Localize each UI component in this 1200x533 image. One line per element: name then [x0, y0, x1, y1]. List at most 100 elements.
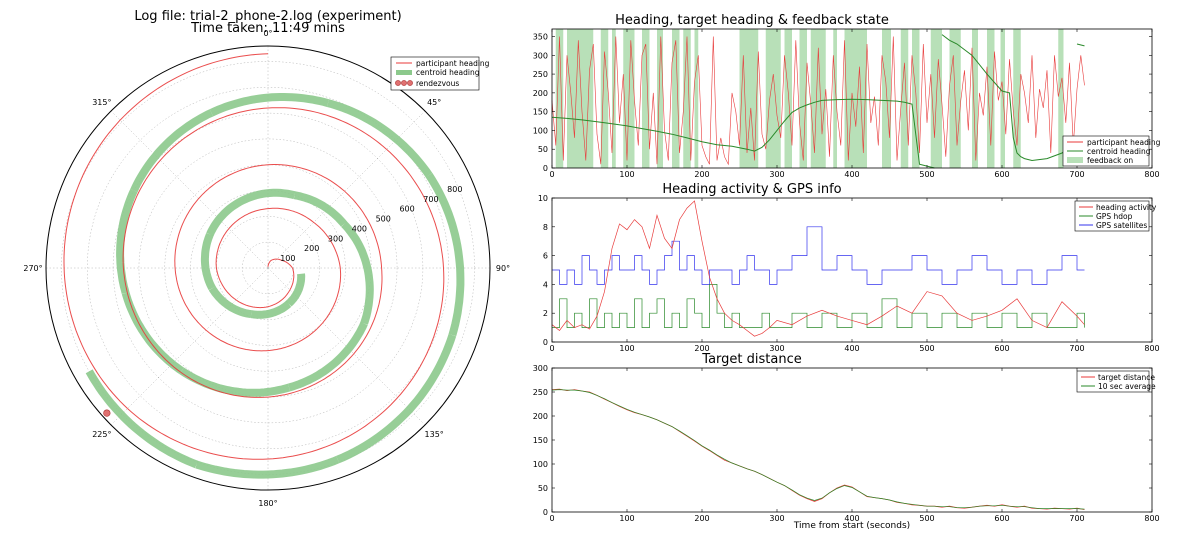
participant-heading-segment [235, 299, 269, 309]
centroid-heading-segment [195, 455, 340, 479]
y-tick-label: 200 [533, 412, 548, 421]
participant-heading-segment [215, 228, 230, 269]
participant-heading-segment [174, 267, 207, 331]
centroid-heading-segment [209, 93, 330, 117]
legend-label-gps-satellites: GPS satellites [1096, 221, 1147, 230]
y-tick-label: 200 [533, 89, 548, 98]
polar-radial-label: 100 [280, 254, 295, 263]
x-tick-label: 400 [844, 170, 859, 179]
y-tick-label: 0 [543, 508, 548, 517]
y-tick-label: 300 [533, 51, 548, 60]
legend-label-gps-hdop: GPS hdop [1096, 212, 1133, 221]
legend-label-heading-activity: heading activity [1096, 203, 1157, 212]
distance-xlabel: Time from start (seconds) [793, 521, 910, 531]
participant-heading-segment [119, 53, 269, 121]
y-tick-label: 250 [533, 388, 548, 397]
y-tick-label: 100 [533, 126, 548, 135]
participant-heading-segment [267, 322, 324, 352]
polar-frame [45, 45, 491, 491]
legend-label-feedback-on: feedback on [1087, 156, 1133, 165]
y-tick-label: 100 [533, 460, 548, 469]
x-tick-label: 300 [769, 170, 784, 179]
heading-series [551, 34, 1085, 169]
x-tick-label: 100 [619, 514, 634, 523]
participant-heading-segment [127, 408, 269, 460]
participant-heading-segment [267, 353, 355, 398]
centroid-heading-line [1076, 43, 1085, 47]
x-tick-label: 0 [549, 170, 554, 179]
y-tick-label: 150 [533, 108, 548, 117]
participant-heading-segment [170, 364, 269, 398]
legend-label-centroid: centroid heading [416, 68, 480, 77]
feedback-on-bands [555, 29, 1064, 168]
participant-heading-segment [344, 190, 383, 269]
activity-legend: heading activity GPS hdop GPS satellites [1074, 200, 1157, 232]
feedback-on-band [600, 29, 609, 168]
legend-marker-rendezvous-2 [401, 80, 407, 86]
participant-heading-segment [386, 149, 444, 269]
distance-chart: Target distance 0 100 200 300 400 500 600 700 80… [533, 352, 1160, 531]
x-tick-label: 800 [1144, 344, 1159, 353]
x-tick-label: 100 [619, 170, 634, 179]
legend-label-participant: participant heading [416, 59, 490, 68]
x-tick-label: 600 [994, 170, 1009, 179]
participant-heading-segment [122, 267, 172, 366]
participant-heading-segment [198, 164, 269, 199]
y-tick-label: 300 [533, 364, 548, 373]
distance-plot-frame [551, 367, 1153, 513]
x-tick-label: 700 [1069, 514, 1084, 523]
centroid-heading-segment [121, 291, 184, 375]
x-tick-label: 400 [844, 514, 859, 523]
feedback-on-band [567, 29, 594, 168]
polar-ring [87, 87, 449, 449]
legend-swatch-feedback-on [1067, 157, 1083, 163]
heading-axes: 0 100 200 300 400 500 600 700 800 0 50 100 150 200 250… [533, 29, 1160, 179]
y-tick-label: 6 [543, 252, 548, 261]
legend-label-rendezvous: rendezvous [416, 79, 459, 88]
x-tick-label: 0 [549, 514, 554, 523]
polar-radial-label: 200 [304, 244, 319, 253]
polar-angle-label: 270° [23, 264, 42, 273]
y-tick-label: 4 [543, 280, 548, 289]
y-tick-label: 350 [533, 33, 548, 42]
participant-heading-segment [353, 267, 383, 355]
x-tick-label: 700 [1069, 170, 1084, 179]
polar-angle-label: 315° [92, 98, 111, 107]
participant-heading-segment [397, 267, 445, 398]
heading-activity-line [551, 200, 1085, 337]
participant-heading-segment [267, 397, 398, 460]
legend-swatch-centroid [396, 70, 412, 75]
polar-chart: Log file: trial-2_phone-2.log (experimen… [23, 9, 510, 508]
centroid-heading-segment [250, 300, 292, 319]
x-tick-label: 500 [919, 514, 934, 523]
polar-radial-label: 500 [376, 215, 391, 224]
x-tick-label: 800 [1144, 170, 1159, 179]
centroid-heading-segment [116, 188, 138, 295]
x-tick-label: 300 [769, 344, 784, 353]
feedback-on-band [833, 29, 837, 168]
participant-heading-segment [313, 221, 341, 269]
x-tick-label: 200 [694, 344, 709, 353]
legend-label-participant-heading: participant heading [1087, 138, 1161, 147]
centroid-heading-segment [336, 333, 457, 464]
participant-heading-segment [322, 267, 342, 324]
centroid-heading-line [941, 34, 1070, 162]
centroid-heading-segment [341, 221, 374, 325]
centroid-heading-segment [287, 321, 368, 392]
heading-chart: Heading, target heading & feedback state… [533, 13, 1161, 179]
polar-subtitle: Time taken: 11:49 mins [190, 21, 345, 36]
participant-heading-segment [267, 164, 346, 192]
polar-radial-label: 700 [423, 195, 438, 204]
distance-legend: target distance 10 sec average [1076, 370, 1156, 393]
feedback-on-band [765, 29, 781, 168]
polar-ring [138, 138, 398, 398]
feedback-on-band [657, 29, 663, 168]
polar-radial-labels: 100 200 300 400 500 600 700 800 [280, 185, 462, 263]
feedback-on-band [1000, 29, 1005, 168]
polar-angle-label: 45° [427, 98, 441, 107]
distance-legend-box [1076, 370, 1150, 393]
participant-heading-segment [289, 267, 295, 291]
x-tick-label: 800 [1144, 514, 1159, 523]
participant-heading-segment [63, 267, 128, 409]
